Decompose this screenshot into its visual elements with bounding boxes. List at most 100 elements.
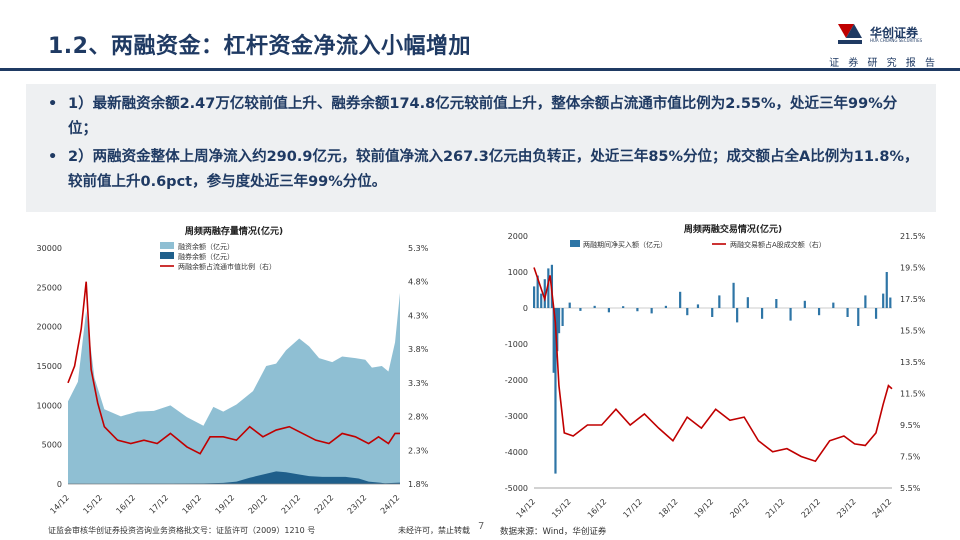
bullet-item-2: • 2）两融资金整体上周净流入约290.9亿元，较前值净流入267.3亿元由负转… bbox=[44, 145, 920, 195]
y-right-tick-label: 4.3% bbox=[408, 311, 429, 320]
y-right-tick-label: 13.5% bbox=[900, 358, 926, 367]
x-tick-label: 17/12 bbox=[147, 493, 170, 516]
net-buy-bar bbox=[882, 293, 885, 308]
financing-balance-area bbox=[68, 292, 400, 484]
net-buy-bar bbox=[846, 308, 849, 317]
net-buy-bar bbox=[889, 297, 892, 308]
net-buy-bar bbox=[557, 308, 561, 334]
net-buy-bar bbox=[732, 282, 735, 308]
bullet-marker: • bbox=[48, 149, 58, 165]
data-source: 数据来源：Wind，华创证券 bbox=[500, 527, 607, 537]
ratio-line bbox=[67, 281, 400, 455]
copyright-note: 未经许可，禁止转载 bbox=[398, 526, 470, 535]
x-tick-label: 24/12 bbox=[379, 493, 402, 516]
logo-text: 华创证券 bbox=[870, 26, 919, 40]
y-right-tick-label: 15.5% bbox=[900, 327, 926, 336]
x-tick-label: 21/12 bbox=[764, 497, 787, 518]
logo-base bbox=[838, 40, 862, 44]
y-left-tick-label: 0 bbox=[57, 480, 62, 489]
y-left-tick-label: 15000 bbox=[37, 362, 62, 371]
legend-label: 融券余额（亿元） bbox=[178, 252, 234, 261]
net-buy-bar bbox=[568, 302, 571, 308]
legend-label: 两融交易额占A股成交额（右） bbox=[730, 240, 826, 249]
y-right-tick-label: 2.8% bbox=[408, 413, 429, 422]
x-tick-label: 20/12 bbox=[728, 497, 751, 518]
net-buy-bar bbox=[760, 308, 764, 319]
net-buy-bar bbox=[775, 299, 778, 308]
y-right-tick-label: 9.5% bbox=[900, 421, 921, 430]
x-tick-label: 19/12 bbox=[214, 493, 237, 516]
margin-trading-chart: 周频两融交易情况(亿元) -5000 -4000 -3000 -2000 -1000 0 10… bbox=[505, 223, 926, 518]
x-tick-label: 16/12 bbox=[114, 493, 137, 516]
x-tick-label: 17/12 bbox=[621, 497, 644, 518]
summary-box: • 1）最新融资余额2.47万亿较前值上升、融券余额174.8亿元较前值上升，整… bbox=[26, 84, 936, 212]
y-right-tick-label: 2.3% bbox=[408, 446, 429, 455]
y-left-tick-label: 0 bbox=[523, 304, 528, 313]
logo-red-shape bbox=[838, 24, 854, 38]
y-left-tick-label: 10000 bbox=[37, 401, 62, 410]
x-tick-label: 23/12 bbox=[835, 497, 858, 518]
y-left-tick-label: -5000 bbox=[505, 484, 528, 493]
x-tick-label: 22/12 bbox=[313, 493, 336, 516]
y-left-tick-label: 2000 bbox=[508, 232, 528, 241]
bullet-marker: • bbox=[48, 96, 58, 112]
x-tick-label: 19/12 bbox=[693, 497, 716, 518]
net-buy-bar bbox=[579, 308, 582, 311]
net-buy-bar bbox=[547, 268, 550, 308]
y-left-tick-label: 30000 bbox=[37, 244, 62, 253]
y-left-tick-label: -1000 bbox=[505, 340, 528, 349]
net-buy-bar bbox=[543, 279, 546, 308]
y-left-tick-label: 1000 bbox=[508, 268, 528, 277]
bullet-text: 1）最新融资余额2.47万亿较前值上升、融券余额174.8亿元较前值上升，整体余… bbox=[68, 96, 898, 137]
net-buy-bar bbox=[552, 308, 555, 373]
y-right-tick-label: 4.8% bbox=[408, 278, 429, 287]
legend-label: 两融余额占流通市值比例（右） bbox=[178, 262, 276, 271]
x-tick-label: 15/12 bbox=[81, 493, 104, 516]
y-left-tick-label: -2000 bbox=[505, 376, 528, 385]
x-tick-label: 16/12 bbox=[586, 497, 609, 518]
regulatory-note: 证监会审核华创证券投资咨询业务资格批文号：证监许可（2009）1210 号 bbox=[48, 526, 316, 535]
net-buy-bar bbox=[593, 305, 596, 308]
x-tick-label: 14/12 bbox=[48, 493, 71, 516]
legend-label: 融资余额（亿元） bbox=[178, 242, 234, 251]
net-buy-bar bbox=[817, 308, 821, 316]
y-right-tick-label: 19.5% bbox=[900, 264, 926, 273]
net-buy-bar bbox=[556, 308, 559, 352]
bullet-text: 2）两融资金整体上周净流入约290.9亿元，较前值净流入267.3亿元由负转正，… bbox=[68, 149, 919, 190]
net-buy-bar bbox=[636, 308, 639, 312]
y-right-tick-label: 5.3% bbox=[408, 244, 429, 253]
x-tick-label: 24/12 bbox=[871, 497, 894, 518]
legend-label: 两融期间净买入额（亿元） bbox=[583, 240, 667, 249]
net-buy-bar bbox=[864, 295, 867, 308]
x-tick-label: 20/12 bbox=[247, 493, 270, 516]
y-left-tick-label: -3000 bbox=[505, 412, 528, 421]
net-buy-bar bbox=[874, 308, 878, 319]
x-tick-label: 18/12 bbox=[181, 493, 204, 516]
net-buy-bar bbox=[789, 308, 792, 321]
x-tick-label: 18/12 bbox=[657, 497, 680, 518]
legend-swatch-net-buy bbox=[570, 240, 580, 247]
net-buy-bar bbox=[533, 286, 536, 308]
net-buy-bar bbox=[832, 302, 835, 308]
y-right-tick-label: 5.5% bbox=[900, 484, 921, 493]
x-tick-label: 15/12 bbox=[550, 497, 573, 518]
y-right-tick-label: 21.5% bbox=[900, 232, 926, 241]
x-tick-label: 14/12 bbox=[515, 497, 538, 518]
y-right-tick-label: 3.8% bbox=[408, 345, 429, 354]
net-buy-bar bbox=[711, 308, 714, 317]
net-buy-bar bbox=[857, 308, 860, 326]
y-left-tick-label: 20000 bbox=[37, 323, 62, 332]
y-right-tick-label: 3.3% bbox=[408, 379, 429, 388]
net-buy-bar bbox=[679, 291, 682, 308]
page-number: 7 bbox=[478, 521, 485, 532]
net-buy-bar bbox=[607, 308, 611, 313]
page-title: 1.2、两融资金：杠杆资金净流入小幅增加 bbox=[48, 34, 471, 59]
logo-navy-shape bbox=[846, 24, 862, 38]
net-buy-bar bbox=[536, 275, 539, 308]
net-buy-bar bbox=[664, 305, 668, 308]
securities-lending-area bbox=[68, 471, 400, 484]
y-right-tick-label: 17.5% bbox=[900, 295, 926, 304]
net-buy-bar bbox=[718, 295, 721, 308]
net-buy-bar bbox=[696, 304, 700, 308]
